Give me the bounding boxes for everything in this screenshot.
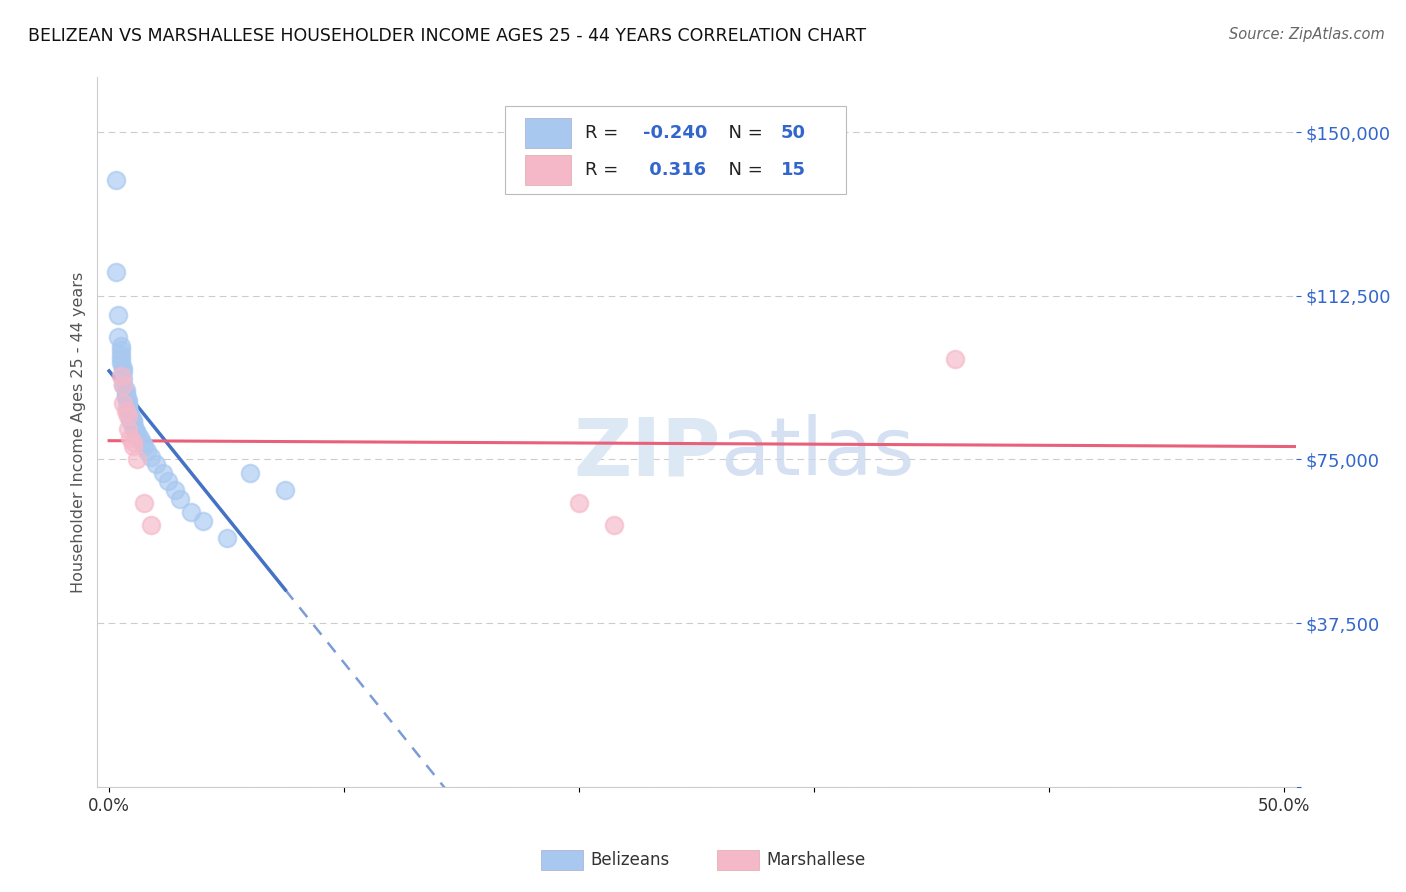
Point bbox=[121, 413, 143, 427]
Point bbox=[127, 426, 149, 441]
Point bbox=[105, 265, 128, 279]
Text: N =: N = bbox=[717, 124, 769, 142]
Point bbox=[110, 343, 132, 358]
Bar bbox=[526, 118, 571, 148]
Point bbox=[121, 417, 143, 432]
Point bbox=[131, 434, 153, 449]
Text: R =: R = bbox=[585, 124, 624, 142]
Text: Belizeans: Belizeans bbox=[591, 851, 669, 869]
Point bbox=[239, 466, 262, 480]
Text: -0.240: -0.240 bbox=[643, 124, 707, 142]
Point bbox=[117, 404, 139, 418]
Point bbox=[114, 383, 136, 397]
Point bbox=[120, 431, 142, 445]
Text: BELIZEAN VS MARSHALLESE HOUSEHOLDER INCOME AGES 25 - 44 YEARS CORRELATION CHART: BELIZEAN VS MARSHALLESE HOUSEHOLDER INCO… bbox=[28, 27, 866, 45]
Point bbox=[117, 400, 139, 414]
Point bbox=[135, 443, 157, 458]
Point bbox=[110, 348, 132, 362]
Point bbox=[274, 483, 297, 497]
Point bbox=[568, 496, 591, 510]
Point bbox=[107, 309, 129, 323]
Point bbox=[128, 431, 150, 445]
Point bbox=[191, 514, 214, 528]
Point bbox=[105, 173, 128, 187]
Point bbox=[121, 439, 143, 453]
Point bbox=[141, 450, 163, 465]
Point bbox=[114, 404, 136, 418]
Point bbox=[110, 351, 132, 366]
Text: R =: R = bbox=[585, 161, 624, 178]
Text: Source: ZipAtlas.com: Source: ZipAtlas.com bbox=[1229, 27, 1385, 42]
Point bbox=[120, 409, 142, 423]
Point bbox=[134, 439, 156, 453]
Y-axis label: Householder Income Ages 25 - 44 years: Householder Income Ages 25 - 44 years bbox=[72, 271, 86, 593]
Point bbox=[145, 457, 167, 471]
Point bbox=[110, 369, 132, 384]
Point bbox=[114, 389, 136, 403]
Point bbox=[117, 422, 139, 436]
Point bbox=[141, 517, 163, 532]
Point bbox=[121, 419, 143, 434]
Point bbox=[120, 413, 142, 427]
Point bbox=[110, 356, 132, 370]
Point bbox=[112, 378, 135, 392]
Point bbox=[110, 339, 132, 353]
Point bbox=[124, 424, 146, 438]
Point bbox=[163, 483, 186, 497]
Point bbox=[169, 491, 191, 506]
Point bbox=[121, 434, 143, 449]
Point bbox=[120, 411, 142, 425]
Point bbox=[107, 330, 129, 344]
Text: ZIP: ZIP bbox=[574, 415, 720, 492]
Point bbox=[117, 398, 139, 412]
Point bbox=[114, 392, 136, 406]
Text: 50: 50 bbox=[780, 124, 806, 142]
Point bbox=[112, 372, 135, 386]
Point bbox=[117, 393, 139, 408]
Point bbox=[112, 378, 135, 392]
Point bbox=[117, 409, 139, 423]
Point bbox=[215, 531, 238, 545]
Point bbox=[127, 428, 149, 442]
FancyBboxPatch shape bbox=[505, 106, 846, 194]
Point bbox=[127, 452, 149, 467]
Point bbox=[121, 415, 143, 429]
Point bbox=[180, 505, 202, 519]
Text: Marshallese: Marshallese bbox=[766, 851, 866, 869]
Text: 0.316: 0.316 bbox=[643, 161, 706, 178]
Point bbox=[120, 407, 142, 421]
Text: N =: N = bbox=[717, 161, 769, 178]
Point bbox=[117, 395, 139, 409]
Bar bbox=[526, 155, 571, 185]
Text: 15: 15 bbox=[780, 161, 806, 178]
Point bbox=[156, 475, 179, 489]
Point bbox=[112, 360, 135, 375]
Point bbox=[114, 387, 136, 401]
Point bbox=[117, 402, 139, 417]
Point bbox=[152, 466, 174, 480]
Point bbox=[112, 395, 135, 409]
Text: atlas: atlas bbox=[720, 415, 915, 492]
Point bbox=[112, 365, 135, 379]
Point bbox=[124, 422, 146, 436]
Point bbox=[134, 496, 156, 510]
Point bbox=[943, 351, 966, 366]
Point bbox=[603, 517, 626, 532]
